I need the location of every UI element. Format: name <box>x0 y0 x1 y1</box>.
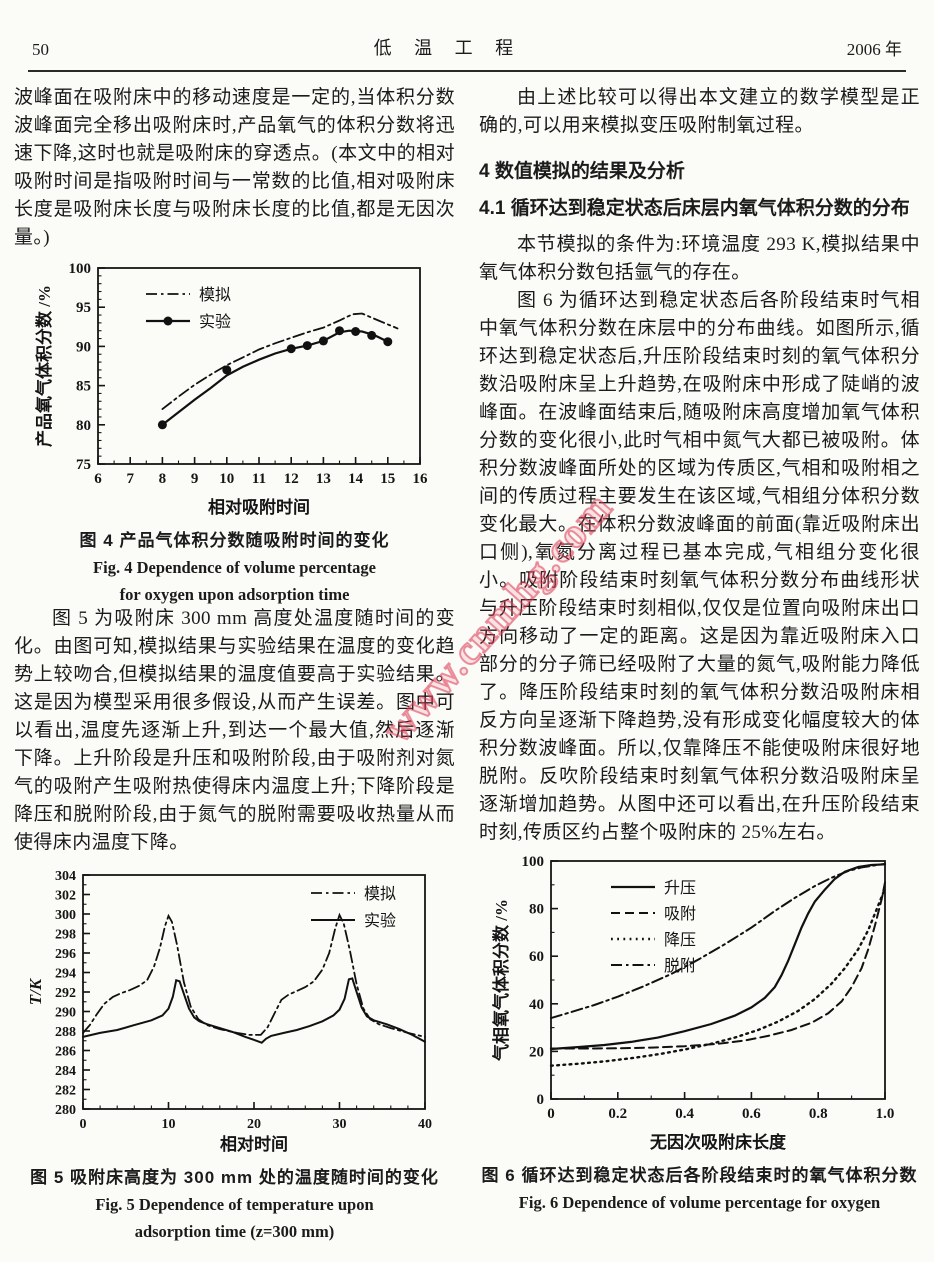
svg-text:吸附: 吸附 <box>664 905 696 923</box>
journal-title: 低 温 工 程 <box>373 38 523 58</box>
fig4-chart: 6 7 8 9 10 11 12 13 14 15 16 75 80 85 90 95 100 模拟实验相对吸附时… <box>34 261 428 517</box>
paragraph-fig6-analysis: 图 6 为循环达到稳定状态后各阶段结束时气相中氧气体积分数在床层中的分布曲线。如… <box>479 290 920 843</box>
svg-text:0.4: 0.4 <box>675 1106 694 1122</box>
svg-text:80: 80 <box>76 418 91 434</box>
section-heading-4-1: 4.1 循环达到稳定状态后床层内氧气体积分数的分布 <box>479 198 910 219</box>
fig5-caption-en-line1: Fig. 5 Dependence of temperature upon <box>95 1195 374 1214</box>
svg-text:0: 0 <box>79 1117 86 1132</box>
svg-text:80: 80 <box>529 902 544 918</box>
paragraph-model-valid: 由上述比较可以得出本文建立的数学模型是正确的,可以用来模拟变压吸附制氧过程。 <box>479 87 920 136</box>
svg-text:100: 100 <box>68 261 91 277</box>
svg-text:296: 296 <box>55 947 76 962</box>
svg-text:90: 90 <box>76 339 91 355</box>
svg-text:40: 40 <box>418 1117 432 1132</box>
svg-text:11: 11 <box>251 471 265 487</box>
svg-text:298: 298 <box>55 928 76 943</box>
two-column-layout: 波峰面在吸附床中的移动速度是一定的,当体积分数波峰面完全移出吸附床时,产品氧气的… <box>0 72 934 1242</box>
fig6-chart: 0 0.2 0.4 0.6 0.8 1.0 0 20 40 60 80 100 升压吸附降压脱附无因次吸… <box>491 854 894 1152</box>
svg-text:实验: 实验 <box>364 912 396 930</box>
svg-text:290: 290 <box>55 1006 76 1021</box>
svg-text:实验: 实验 <box>199 313 231 331</box>
svg-text:300: 300 <box>55 908 76 923</box>
fig4-caption-en-line2: for oxygen upon adsorption time <box>119 585 350 604</box>
svg-text:288: 288 <box>55 1025 76 1040</box>
fig4-caption-en-line1: Fig. 4 Dependence of volume percentage <box>93 558 376 577</box>
svg-text:20: 20 <box>247 1117 261 1132</box>
svg-text:85: 85 <box>76 379 91 395</box>
svg-text:模拟: 模拟 <box>364 885 396 903</box>
svg-text:相对时间: 相对时间 <box>220 1134 288 1154</box>
year-label: 2006 年 <box>846 40 902 59</box>
page-number: 50 <box>32 40 49 59</box>
svg-text:14: 14 <box>348 471 364 487</box>
svg-text:0.8: 0.8 <box>808 1106 827 1122</box>
fig4-caption-cn: 图 4 产品气体积分数随吸附时间的变化 <box>79 531 390 550</box>
svg-text:6: 6 <box>94 471 102 487</box>
svg-text:无因次吸附床长度: 无因次吸附床长度 <box>649 1132 787 1152</box>
svg-text:15: 15 <box>380 471 395 487</box>
svg-text:0.6: 0.6 <box>742 1106 761 1122</box>
svg-text:模拟: 模拟 <box>199 286 231 304</box>
paragraph-temperature: 图 5 为吸附床 300 mm 高度处温度随时间的变化。由图可知,模拟结果与实验… <box>14 608 455 853</box>
figure-6: 0 0.2 0.4 0.6 0.8 1.0 0 20 40 60 80 100 升压吸附降压脱附无因次吸… <box>479 853 920 1213</box>
section-heading-4: 4 数值模拟的结果及分析 <box>479 161 685 182</box>
svg-text:282: 282 <box>55 1084 76 1099</box>
svg-text:284: 284 <box>55 1064 76 1079</box>
svg-text:16: 16 <box>412 471 428 487</box>
svg-text:脱附: 脱附 <box>664 957 696 975</box>
fig6-caption-en: Fig. 6 Dependence of volume percentage f… <box>518 1193 881 1212</box>
svg-text:T/K: T/K <box>26 977 45 1005</box>
svg-text:304: 304 <box>55 869 76 884</box>
svg-text:12: 12 <box>283 471 298 487</box>
svg-text:30: 30 <box>332 1117 346 1132</box>
figure-5: 0 10 20 30 40 280 282 284 286 288 290 292 294 296 298 3… <box>14 863 455 1242</box>
svg-text:100: 100 <box>521 854 544 870</box>
svg-text:7: 7 <box>126 471 134 487</box>
svg-text:60: 60 <box>529 949 544 965</box>
left-column: 波峰面在吸附床中的移动速度是一定的,当体积分数波峰面完全移出吸附床时,产品氧气的… <box>14 84 455 1242</box>
svg-text:292: 292 <box>55 986 76 1001</box>
svg-text:280: 280 <box>55 1103 76 1118</box>
svg-text:10: 10 <box>219 471 234 487</box>
page-header: 50 低 温 工 程 2006 年 <box>28 0 906 72</box>
svg-text:升压: 升压 <box>664 879 696 897</box>
svg-text:降压: 降压 <box>664 931 696 949</box>
svg-text:相对吸附时间: 相对吸附时间 <box>208 497 310 517</box>
svg-text:40: 40 <box>529 997 544 1013</box>
paragraph-sim-conditions: 本节模拟的条件为:环境温度 293 K,模拟结果中氧气体积分数包括氩气的存在。 <box>479 234 920 283</box>
paragraph-breakthrough: 波峰面在吸附床中的移动速度是一定的,当体积分数波峰面完全移出吸附床时,产品氧气的… <box>14 87 455 248</box>
svg-text:20: 20 <box>529 1044 544 1060</box>
svg-text:1.0: 1.0 <box>875 1106 894 1122</box>
svg-text:产品氧气体积分数 /%: 产品氧气体积分数 /% <box>34 285 54 447</box>
svg-text:0: 0 <box>547 1106 555 1122</box>
svg-text:286: 286 <box>55 1045 76 1060</box>
svg-text:气相氧气体积分数 /%: 气相氧气体积分数 /% <box>491 899 511 1062</box>
svg-text:13: 13 <box>315 471 330 487</box>
svg-text:9: 9 <box>190 471 198 487</box>
svg-text:95: 95 <box>76 300 91 316</box>
svg-text:0.2: 0.2 <box>608 1106 627 1122</box>
svg-text:10: 10 <box>161 1117 175 1132</box>
svg-text:302: 302 <box>55 889 76 904</box>
right-column: 由上述比较可以得出本文建立的数学模型是正确的,可以用来模拟变压吸附制氧过程。 4… <box>479 84 920 1242</box>
figure-4: 6 7 8 9 10 11 12 13 14 15 16 75 80 85 90 95 100 模拟实验相对吸附时… <box>14 258 455 605</box>
svg-text:8: 8 <box>158 471 166 487</box>
svg-text:75: 75 <box>76 457 91 473</box>
svg-text:294: 294 <box>55 967 76 982</box>
fig5-chart: 0 10 20 30 40 280 282 284 286 288 290 292 294 296 298 3… <box>26 869 432 1154</box>
fig5-caption-cn: 图 5 吸附床高度为 300 mm 处的温度随时间的变化 <box>30 1168 439 1187</box>
fig6-caption-cn: 图 6 循环达到稳定状态后各阶段结束时的氧气体积分数 <box>481 1166 918 1185</box>
svg-text:0: 0 <box>536 1092 544 1108</box>
fig5-caption-en-line2: adsorption time (z=300 mm) <box>134 1222 335 1241</box>
